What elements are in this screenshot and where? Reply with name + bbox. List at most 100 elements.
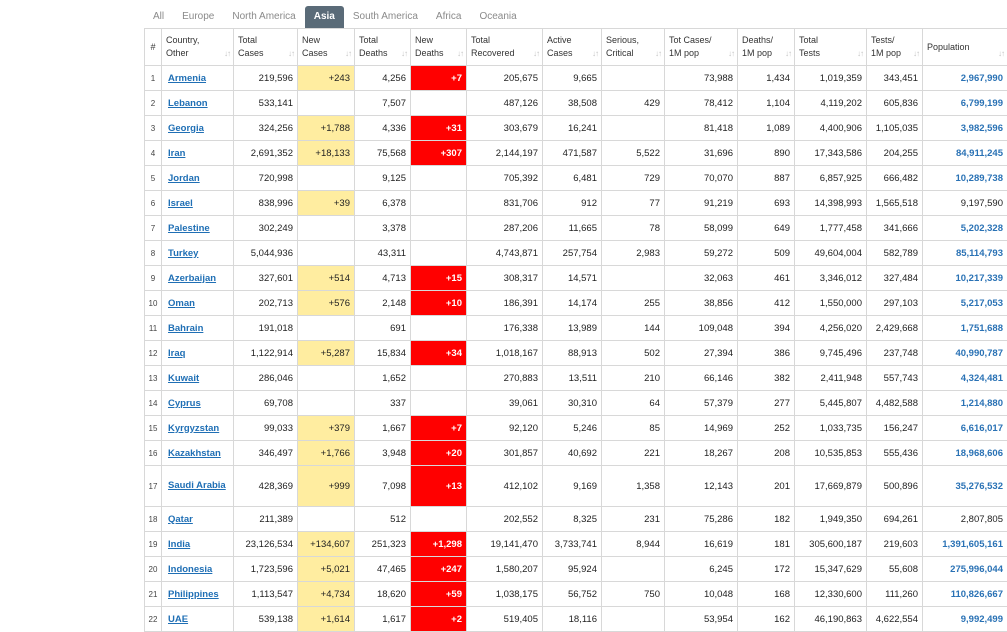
sort-arrows-icon[interactable]: ↓↑ — [655, 47, 661, 60]
column-header-label: Total — [799, 35, 818, 45]
country-link[interactable]: Israel — [168, 198, 193, 209]
column-header-cases-per-million[interactable]: Tot Cases/1M pop↓↑ — [665, 29, 738, 66]
cell-active-cases: 13,989 — [543, 316, 602, 341]
cell-rank: 8 — [145, 241, 162, 266]
cell-total-cases: 1,723,596 — [234, 557, 298, 582]
sort-arrows-icon[interactable]: ↓↑ — [728, 47, 734, 60]
cell-deaths-per-million: 1,104 — [738, 91, 795, 116]
cell-new-deaths: +15 — [411, 266, 467, 291]
cell-deaths-per-million: 693 — [738, 191, 795, 216]
sort-arrows-icon[interactable]: ↓↑ — [224, 47, 230, 60]
country-link[interactable]: Lebanon — [168, 98, 208, 109]
tab-africa[interactable]: Africa — [427, 6, 471, 28]
country-link[interactable]: Iran — [168, 148, 185, 159]
sort-arrows-icon[interactable]: ↓↑ — [857, 47, 863, 60]
country-link[interactable]: Armenia — [168, 73, 206, 84]
sort-arrows-icon[interactable]: ↓↑ — [457, 47, 463, 60]
cell-total-cases: 202,713 — [234, 291, 298, 316]
country-link[interactable]: Philippines — [168, 589, 219, 600]
column-header-label: Deaths/ — [742, 35, 773, 45]
cell-population: 3,982,596 — [923, 116, 1007, 141]
sort-arrows-icon[interactable]: ↓↑ — [592, 47, 598, 60]
sort-arrows-icon[interactable]: ↓↑ — [533, 47, 539, 60]
column-header-country[interactable]: Country,Other↓↑ — [162, 29, 234, 66]
cell-population: 5,217,053 — [923, 291, 1007, 316]
cell-total-tests: 10,535,853 — [795, 441, 867, 466]
tab-all[interactable]: All — [144, 6, 173, 28]
cell-total-cases: 533,141 — [234, 91, 298, 116]
column-header-label: Tests/ — [871, 35, 895, 45]
column-header-tests-per-million[interactable]: Tests/1M pop↓↑ — [867, 29, 923, 66]
cell-rank: 2 — [145, 91, 162, 116]
country-link[interactable]: Iraq — [168, 348, 185, 359]
cell-total-cases: 324,256 — [234, 116, 298, 141]
country-link[interactable]: Kazakhstan — [168, 448, 221, 459]
column-header-label: Serious, — [606, 35, 639, 45]
sort-arrows-icon[interactable]: ↓↑ — [998, 47, 1004, 60]
country-link[interactable]: Georgia — [168, 123, 204, 134]
country-link[interactable]: India — [168, 539, 190, 550]
sort-arrows-icon[interactable]: ↓↑ — [345, 47, 351, 60]
cell-new-cases — [298, 507, 355, 532]
tab-south-america[interactable]: South America — [344, 6, 427, 28]
cell-total-deaths: 4,336 — [355, 116, 411, 141]
country-link[interactable]: Bahrain — [168, 323, 203, 334]
cell-total-tests: 12,330,600 — [795, 582, 867, 607]
cell-total-recovered: 186,391 — [467, 291, 543, 316]
column-header-label: Tests — [799, 48, 820, 58]
sort-arrows-icon[interactable]: ↓↑ — [785, 47, 791, 60]
cell-population: 84,911,245 — [923, 141, 1007, 166]
country-link[interactable]: Oman — [168, 298, 195, 309]
cell-new-cases: +1,766 — [298, 441, 355, 466]
sort-arrows-icon[interactable]: ↓↑ — [913, 47, 919, 60]
country-link[interactable]: Cyprus — [168, 398, 201, 409]
column-header-label: Recovered — [471, 48, 515, 58]
column-header-total-cases[interactable]: Total Cases ↓↑ — [234, 29, 298, 66]
cell-deaths-per-million: 649 — [738, 216, 795, 241]
country-link[interactable]: UAE — [168, 614, 188, 625]
column-header-label: Active — [547, 35, 572, 45]
cell-serious-critical: 210 — [602, 366, 665, 391]
column-header-deaths-per-million[interactable]: Deaths/1M pop↓↑ — [738, 29, 795, 66]
tab-asia[interactable]: Asia — [305, 6, 344, 28]
country-link[interactable]: Saudi Arabia — [168, 480, 226, 491]
column-header-label: Cases — [238, 48, 264, 58]
country-link[interactable]: Kuwait — [168, 373, 199, 384]
sort-arrows-icon[interactable]: ↓↑ — [288, 47, 294, 60]
column-header-rank[interactable]: # — [145, 29, 162, 66]
cell-country: Azerbaijan — [162, 266, 234, 291]
tab-europe[interactable]: Europe — [173, 6, 223, 28]
column-header-serious-critical[interactable]: Serious,Critical↓↑ — [602, 29, 665, 66]
tab-oceania[interactable]: Oceania — [470, 6, 525, 28]
country-link[interactable]: Turkey — [168, 248, 198, 259]
tab-north-america[interactable]: North America — [223, 6, 304, 28]
column-header-total-tests[interactable]: Total Tests ↓↑ — [795, 29, 867, 66]
country-link[interactable]: Indonesia — [168, 564, 212, 575]
cell-tests-per-million: 297,103 — [867, 291, 923, 316]
column-header-label: Total — [238, 35, 257, 45]
column-header-population[interactable]: Population↓↑ — [923, 29, 1007, 66]
cell-total-cases: 346,497 — [234, 441, 298, 466]
country-link[interactable]: Palestine — [168, 223, 210, 234]
sort-arrows-icon[interactable]: ↓↑ — [401, 47, 407, 60]
country-link[interactable]: Qatar — [168, 514, 193, 525]
cell-country: Qatar — [162, 507, 234, 532]
cell-new-deaths: +7 — [411, 66, 467, 91]
cell-new-cases — [298, 366, 355, 391]
country-link[interactable]: Kyrgyzstan — [168, 423, 219, 434]
country-link[interactable]: Jordan — [168, 173, 200, 184]
cell-new-deaths: +2 — [411, 607, 467, 632]
cell-total-tests: 4,400,906 — [795, 116, 867, 141]
cell-tests-per-million: 237,748 — [867, 341, 923, 366]
country-link[interactable]: Azerbaijan — [168, 273, 216, 284]
